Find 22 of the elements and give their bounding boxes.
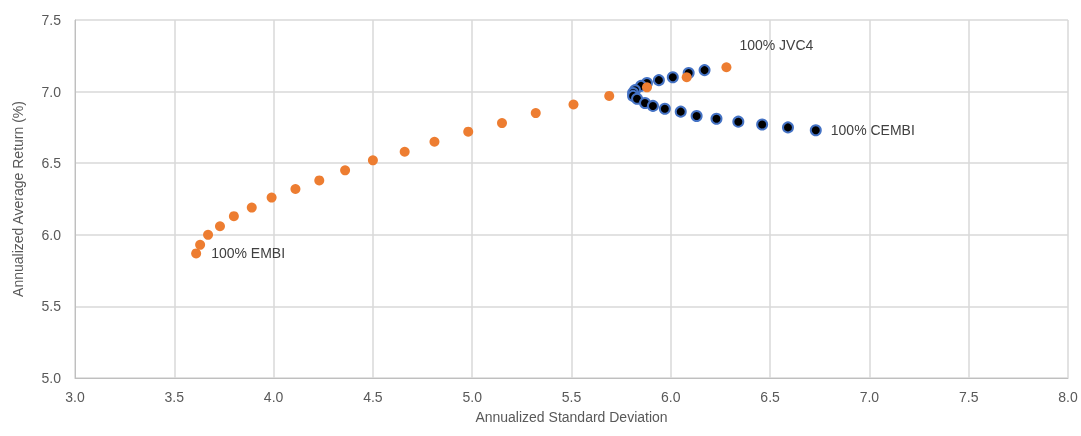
y-tick-label: 6.5 xyxy=(41,155,62,172)
x-tick-label: 4.5 xyxy=(363,389,383,405)
annotation: 100% EMBI xyxy=(211,245,286,262)
x-tick-label: 8.0 xyxy=(1058,389,1078,405)
y-tick-label: 7.0 xyxy=(41,83,62,100)
x-tick-label: 4.0 xyxy=(263,389,284,405)
x-tick-label: 6.0 xyxy=(661,389,681,405)
x-tick-label: 3.5 xyxy=(164,389,185,405)
x-tick-label: 5.5 xyxy=(561,389,582,405)
x-tick-label: 6.5 xyxy=(760,389,781,405)
y-tick-label: 5.0 xyxy=(41,370,62,386)
annotation: 100% CEMBI xyxy=(830,122,915,139)
x-tick-label: 7.5 xyxy=(958,389,979,405)
x-tick-label: 3.0 xyxy=(65,389,85,405)
y-axis-title: Annualized Average Return (%) xyxy=(10,101,26,297)
x-tick-label: 5.0 xyxy=(462,389,483,405)
y-tick-label: 7.5 xyxy=(41,12,62,28)
y-tick-label: 5.5 xyxy=(41,298,62,315)
annotation: 100% JVC4 xyxy=(739,37,814,54)
x-tick-label: 7.0 xyxy=(859,389,880,405)
x-axis-title: Annualized Standard Deviation xyxy=(475,409,668,425)
y-tick-label: 6.0 xyxy=(41,226,62,243)
